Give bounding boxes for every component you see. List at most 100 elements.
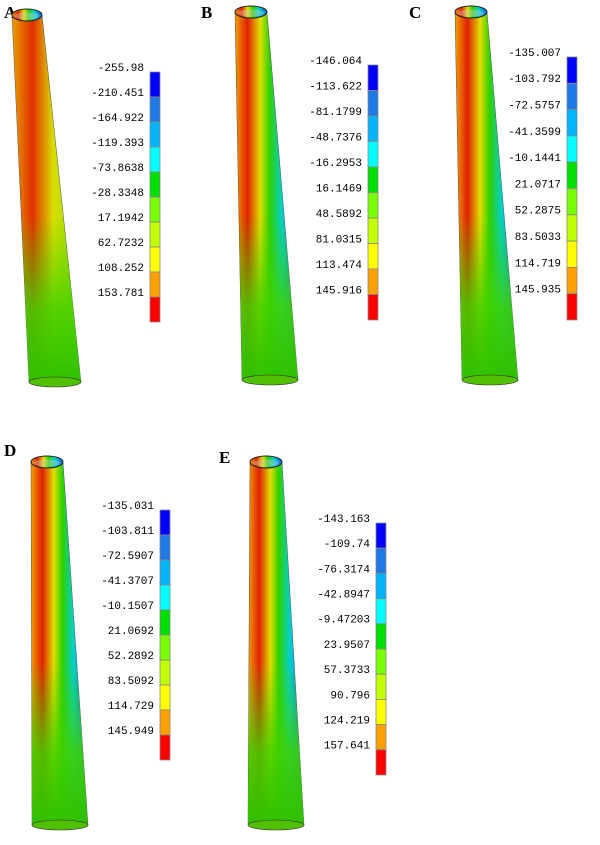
tower-top [234, 5, 268, 19]
legend-swatch [375, 573, 387, 600]
legend-label: -42.8947 [317, 590, 370, 602]
legend-swatch [149, 246, 161, 273]
tower-base [31, 819, 89, 831]
legend-label: 21.0692 [108, 626, 154, 638]
tower-top-inner [458, 9, 484, 17]
legend-swatch [367, 243, 379, 270]
legend-swatch [149, 96, 161, 123]
legend-swatch [159, 734, 171, 761]
tower-shade [31, 462, 88, 825]
legend-swatch [566, 82, 578, 111]
legend-swatch [159, 684, 171, 711]
legend-swatch [375, 648, 387, 675]
legend-swatch [367, 192, 379, 219]
legend-label: -81.1799 [309, 107, 362, 119]
legend-label: -72.5907 [101, 551, 154, 563]
legend-swatch [149, 146, 161, 173]
legend-swatch [566, 188, 578, 216]
legend-label: -10.1507 [101, 601, 154, 613]
legend-label: 52.2892 [108, 651, 154, 663]
legend-swatch [375, 699, 387, 726]
legend-swatch [375, 547, 387, 574]
panel-label: D [4, 441, 16, 460]
legend-swatch [367, 64, 379, 91]
tower-top-inner [34, 459, 60, 467]
legend-swatch [159, 584, 171, 611]
legend-swatch [159, 709, 171, 736]
legend-swatch [149, 121, 161, 148]
legend-swatch [159, 559, 171, 586]
legend-label: 62.7232 [98, 238, 144, 250]
legend-label: 114.719 [515, 258, 561, 270]
legend-label: 145.949 [108, 726, 154, 738]
legend-label: 52.2875 [515, 206, 561, 218]
tower-shade [12, 15, 81, 382]
legend-swatch [159, 634, 171, 661]
legend-label: -103.811 [101, 526, 154, 538]
legend-label: 113.474 [316, 260, 363, 272]
legend-swatch [566, 56, 578, 84]
legend-label: -135.007 [508, 48, 561, 60]
legend-label: 16.1469 [316, 183, 362, 195]
legend-swatch [375, 623, 387, 650]
tower-top [30, 455, 64, 469]
legend-swatch [367, 217, 379, 244]
tower-shade [455, 12, 518, 380]
legend-swatch [159, 534, 171, 561]
legend-label: -41.3707 [101, 576, 154, 588]
legend-label: -28.3348 [91, 188, 144, 200]
legend-label: 153.781 [98, 288, 145, 300]
legend-label: -146.064 [309, 56, 362, 68]
legend-swatch [149, 171, 161, 198]
legend-label: -103.792 [508, 74, 561, 86]
legend-label: -9.47203 [317, 615, 370, 627]
legend-label: 81.0315 [316, 234, 362, 246]
legend-label: 17.1942 [98, 213, 144, 225]
legend-swatch [566, 109, 578, 137]
tower-top-inner [238, 9, 264, 17]
legend-label: -164.922 [91, 113, 144, 125]
legend-swatch [566, 293, 578, 321]
legend-swatch [375, 522, 387, 549]
legend-label: 83.5033 [515, 232, 561, 244]
legend-label: -143.163 [317, 514, 370, 526]
tower-base [461, 374, 519, 386]
legend-label: 90.796 [330, 690, 370, 702]
legend-label: 108.252 [98, 263, 144, 275]
legend-label: 57.3733 [324, 665, 370, 677]
legend-label: -135.031 [101, 501, 154, 513]
legend-swatch [566, 266, 578, 295]
legend-label: 124.219 [324, 716, 370, 728]
legend-swatch [566, 240, 578, 268]
tower-shade [248, 462, 304, 825]
legend-swatch [149, 71, 161, 98]
tower-top [454, 5, 488, 19]
legend-label: -255.98 [98, 63, 144, 75]
legend-swatch [367, 294, 379, 321]
legend-swatch [367, 141, 379, 168]
tower-base [28, 376, 82, 388]
panel-label: C [409, 3, 421, 22]
legend-label: -76.3174 [317, 564, 370, 576]
panel-label: E [219, 448, 230, 467]
legend-swatch [159, 659, 171, 686]
tower-top [11, 8, 43, 22]
legend-swatch [375, 673, 387, 700]
legend-swatch [367, 90, 379, 117]
legend-swatch [159, 509, 171, 536]
legend-label: 114.729 [108, 701, 154, 713]
legend-label: -109.74 [324, 539, 371, 551]
legend-swatch [367, 115, 379, 142]
tower-shade [235, 12, 298, 380]
legend-swatch [367, 268, 379, 295]
legend-swatch [149, 221, 161, 248]
legend-swatch [149, 196, 161, 223]
legend-swatch [566, 161, 578, 189]
legend-label: -10.1441 [508, 153, 561, 165]
legend-label: 48.5892 [316, 209, 362, 221]
legend-label: -16.2953 [309, 158, 362, 170]
legend-label: 145.916 [316, 285, 362, 297]
legend-swatch [375, 749, 387, 776]
panel-label: B [201, 3, 212, 22]
